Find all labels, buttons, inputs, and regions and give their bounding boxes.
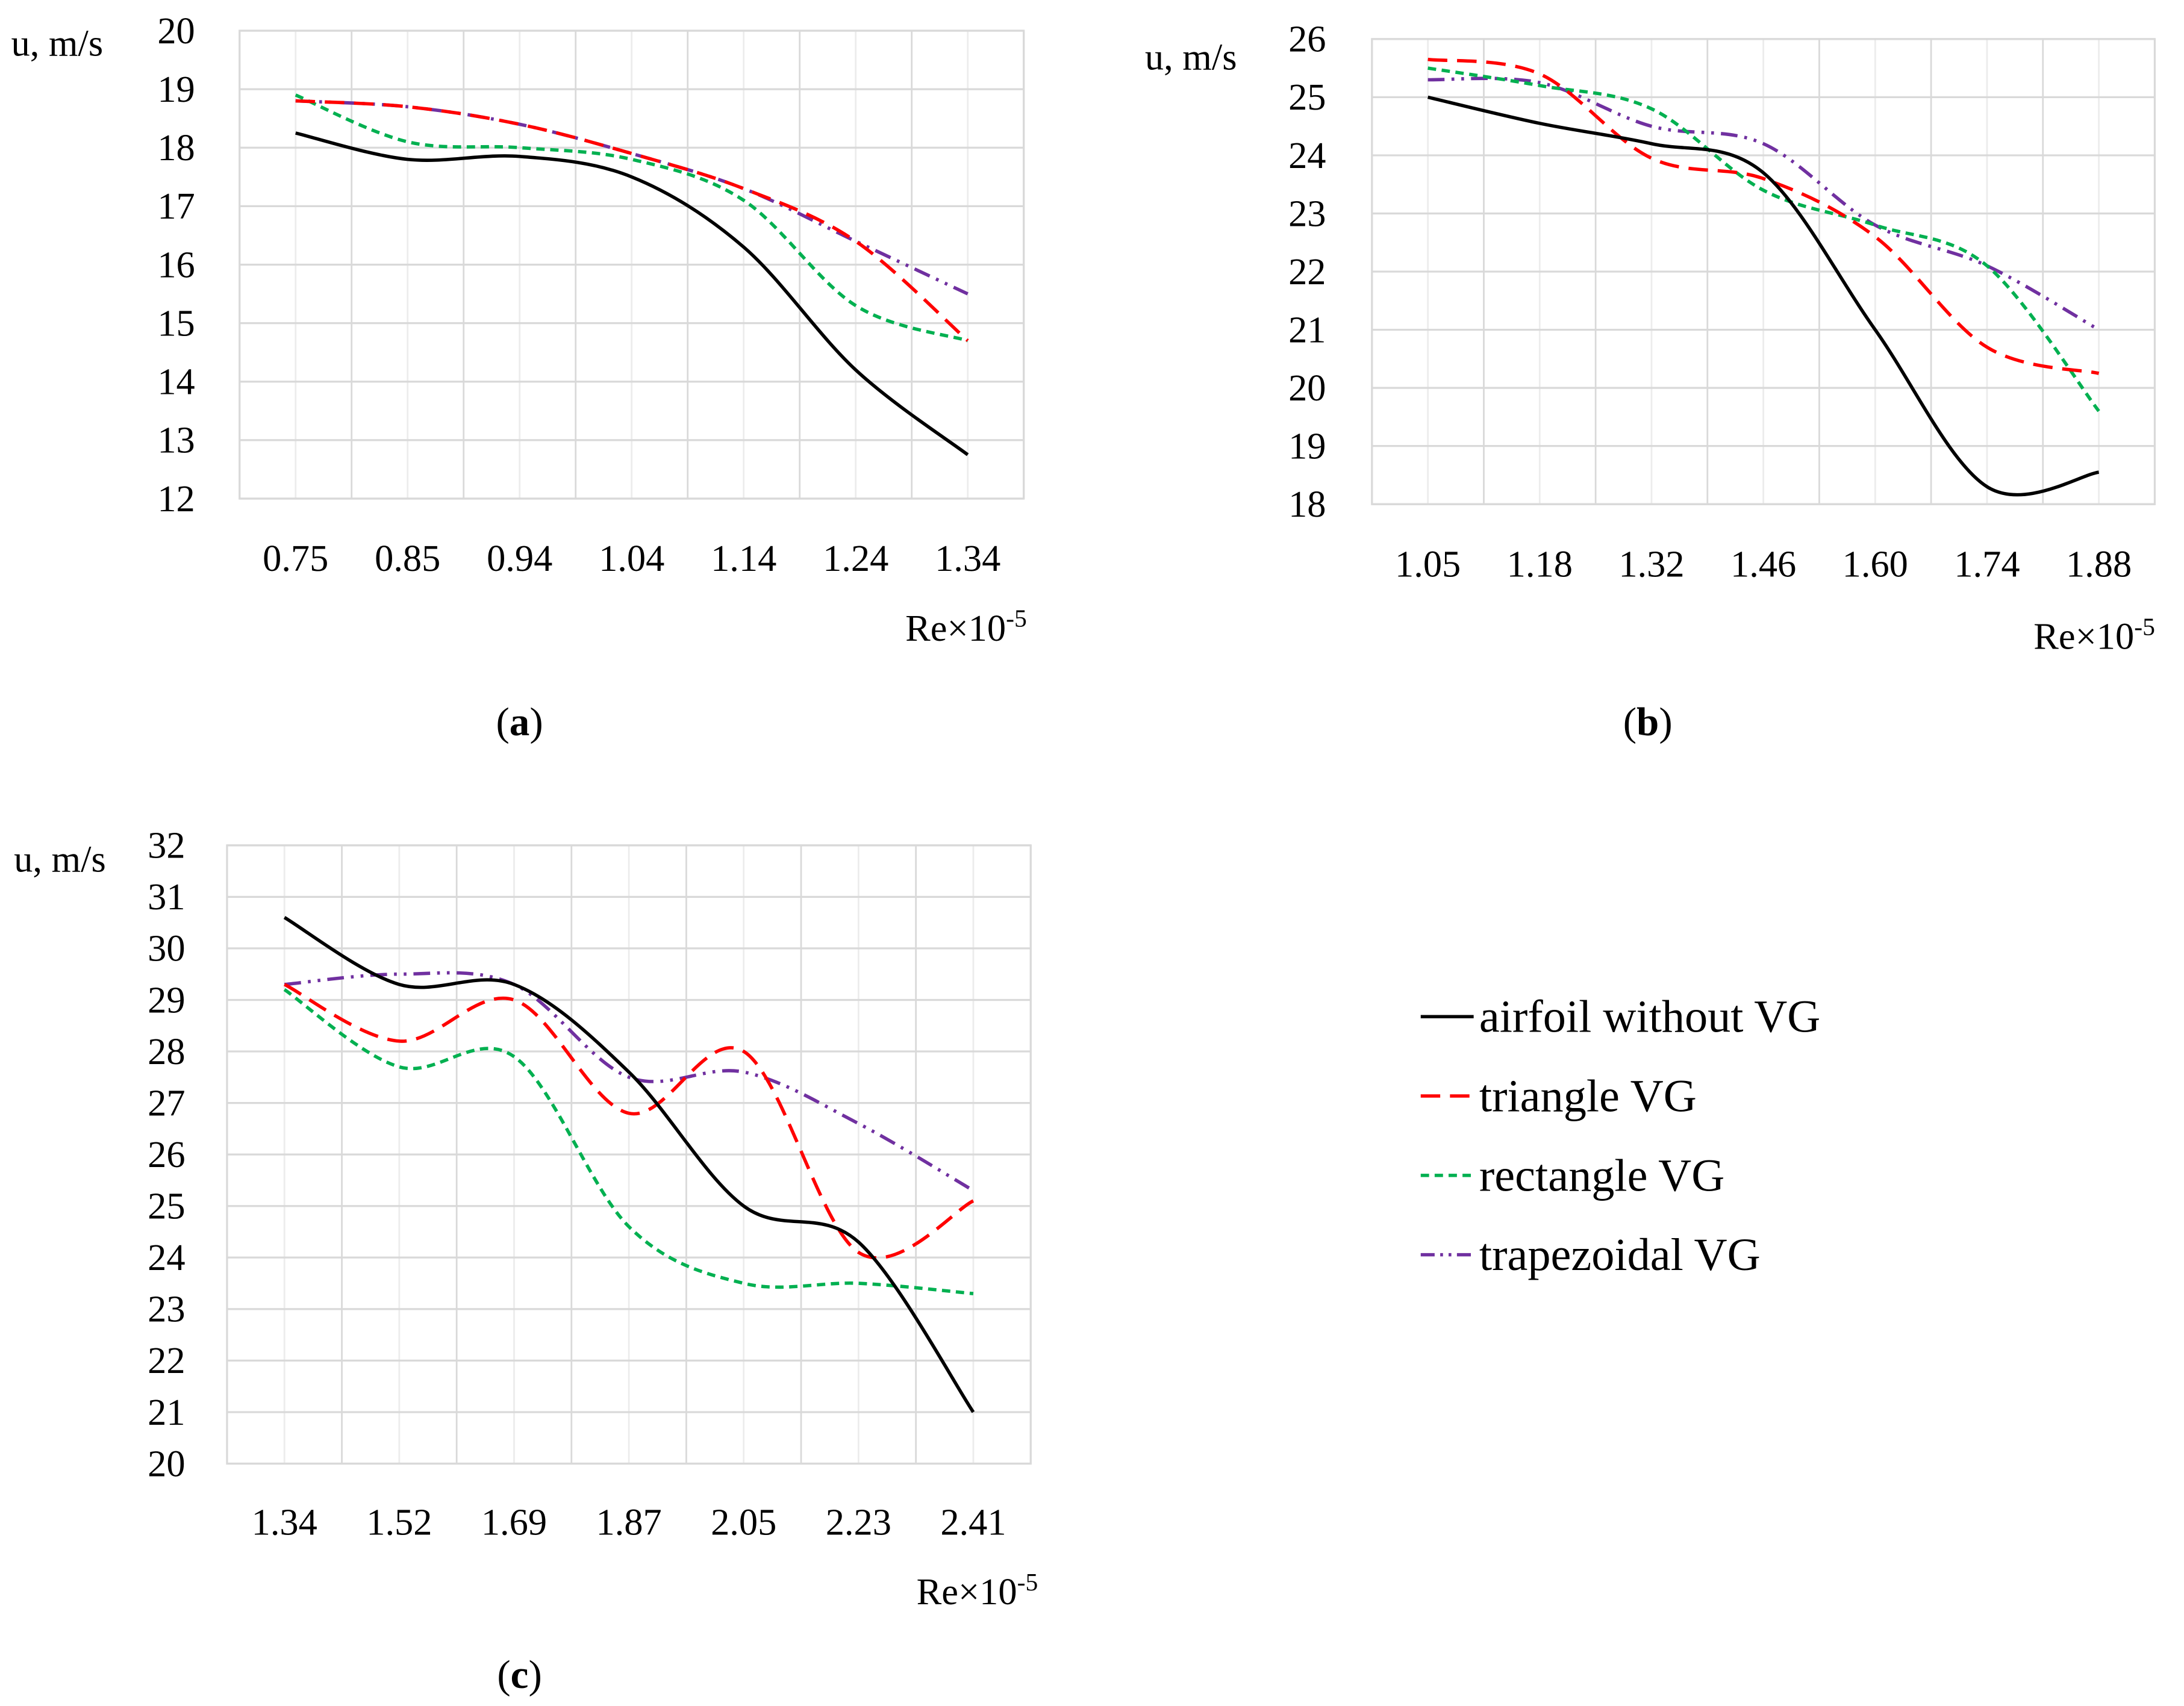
chart-c: 20 21 22 23 24 25 26 27 28 29 30 31 32 1.34 1.52 1.69 1.… [14,824,1038,1697]
y-tick-label: 31 [148,876,185,918]
x-tick-label: 1.60 [1842,543,1908,585]
y-tick-label: 25 [148,1185,185,1227]
x-axis-label: Re×10-5 [917,1569,1038,1613]
x-tick-label: 1.69 [481,1501,547,1543]
y-tick-label: 25 [1288,76,1326,118]
chart-caption: (b) [1623,699,1673,744]
x-tick-label: 1.87 [596,1501,661,1543]
x-tick-label: 1.24 [823,537,888,579]
series-line-3 [295,99,969,296]
y-tick-label: 22 [1288,251,1326,293]
y-tick-label: 18 [1288,483,1326,525]
x-tick-label: 1.52 [366,1501,432,1543]
y-tick-label: 22 [148,1339,185,1381]
series-line-0 [283,916,975,1413]
series-line-2 [1427,66,2100,412]
x-tick-label: 0.94 [487,537,552,579]
y-tick-label: 20 [148,1442,185,1484]
y-tick-label: 12 [157,478,195,520]
series-line-0 [1427,95,2100,497]
y-axis-label: u, m/s [14,838,106,880]
x-tick-label: 2.41 [940,1501,1006,1543]
series-line-1 [295,99,969,342]
x-tick-label: 1.14 [711,537,776,579]
y-tick-label: 14 [157,361,195,403]
y-tick-label: 21 [148,1391,185,1433]
y-tick-label: 32 [148,824,185,867]
chart-caption: (a) [496,699,543,744]
x-axis-label: Re×10-5 [2033,614,2155,658]
legend-item: trapezoidal VG [1420,1229,1761,1280]
y-tick-label: 30 [148,927,185,970]
y-tick-label: 29 [148,979,185,1021]
series-line-3 [1427,76,2100,331]
legend-label: airfoil without VG [1479,991,1821,1042]
series-line-3 [284,971,975,1192]
x-tick-label: 2.05 [711,1501,776,1543]
y-tick-label: 23 [148,1288,185,1330]
legend-label: trapezoidal VG [1479,1229,1761,1280]
plot-area [239,30,1025,500]
y-tick-label: 13 [157,419,195,461]
y-tick-label: 16 [157,243,195,285]
y-tick-label: 18 [157,126,195,169]
x-tick-label: 1.34 [252,1501,317,1543]
y-tick-label: 28 [148,1030,185,1072]
legend-label: rectangle VG [1479,1150,1724,1201]
legend-item: rectangle VG [1420,1150,1724,1201]
series-line-1 [1427,57,2100,375]
y-tick-label: 26 [1288,18,1326,60]
y-tick-label: 20 [1288,367,1326,409]
legend: airfoil without VG triangle VG rectangle V… [1420,991,1821,1280]
y-axis-label: u, m/s [1145,36,1237,78]
chart-caption: (c) [497,1652,541,1697]
x-tick-label: 1.74 [1954,543,2020,585]
y-tick-label: 26 [148,1133,185,1175]
series-line-2 [295,93,969,343]
x-tick-label: 2.23 [826,1501,891,1543]
y-axis-label: u, m/s [11,22,104,64]
y-tick-label: 21 [1288,308,1326,350]
x-tick-label: 1.46 [1730,543,1796,585]
y-tick-label: 19 [1288,425,1326,467]
y-tick-label: 27 [148,1082,185,1124]
x-tick-label: 1.05 [1395,543,1461,585]
y-tick-label: 17 [157,185,195,227]
legend-label: triangle VG [1479,1070,1697,1121]
series-line-0 [295,131,969,456]
legend-item: airfoil without VG [1420,991,1821,1042]
chart-a: 12 13 14 15 16 17 18 19 20 0.75 0.85 0.94 1.04 1.14 1.… [11,10,1027,744]
plot-area [1371,38,2156,505]
x-tick-label: 1.18 [1507,543,1573,585]
x-axis-label: Re×10-5 [905,605,1027,649]
series-line-2 [283,988,974,1295]
x-tick-label: 1.32 [1618,543,1684,585]
x-tick-label: 1.88 [2066,543,2132,585]
y-tick-label: 20 [157,10,195,52]
legend-item: triangle VG [1420,1070,1697,1121]
x-tick-label: 1.34 [935,537,1000,579]
y-tick-label: 24 [148,1236,185,1278]
y-tick-label: 23 [1288,192,1326,234]
series-line-1 [284,983,975,1260]
x-tick-label: 0.85 [375,537,440,579]
plot-area [226,844,1032,1465]
x-tick-label: 0.75 [263,537,328,579]
chart-b: 18 19 20 21 22 23 24 25 26 1.05 1.18 1.32 1.46 1.60 1.… [1145,18,2156,744]
y-tick-label: 15 [157,302,195,344]
x-tick-label: 1.04 [599,537,664,579]
y-tick-label: 19 [157,68,195,110]
y-tick-label: 24 [1288,134,1326,176]
